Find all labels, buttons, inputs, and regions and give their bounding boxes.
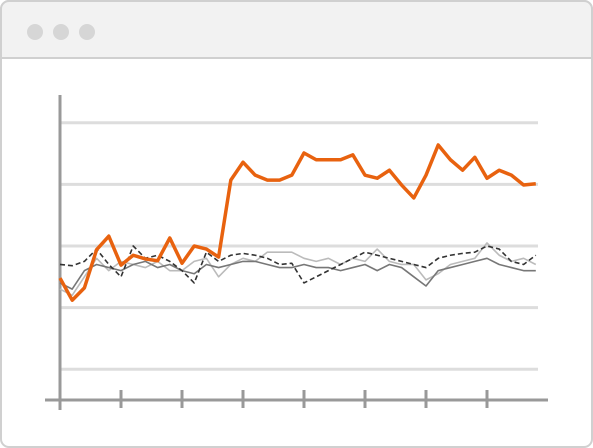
chart (45, 95, 548, 410)
series-line (59, 257, 536, 290)
window-button[interactable] (27, 24, 43, 40)
series-line (59, 245, 537, 284)
series-line (58, 143, 536, 302)
title-bar (0, 0, 593, 59)
window-button[interactable] (79, 24, 95, 40)
series-line (59, 242, 537, 297)
window-button[interactable] (53, 24, 69, 40)
